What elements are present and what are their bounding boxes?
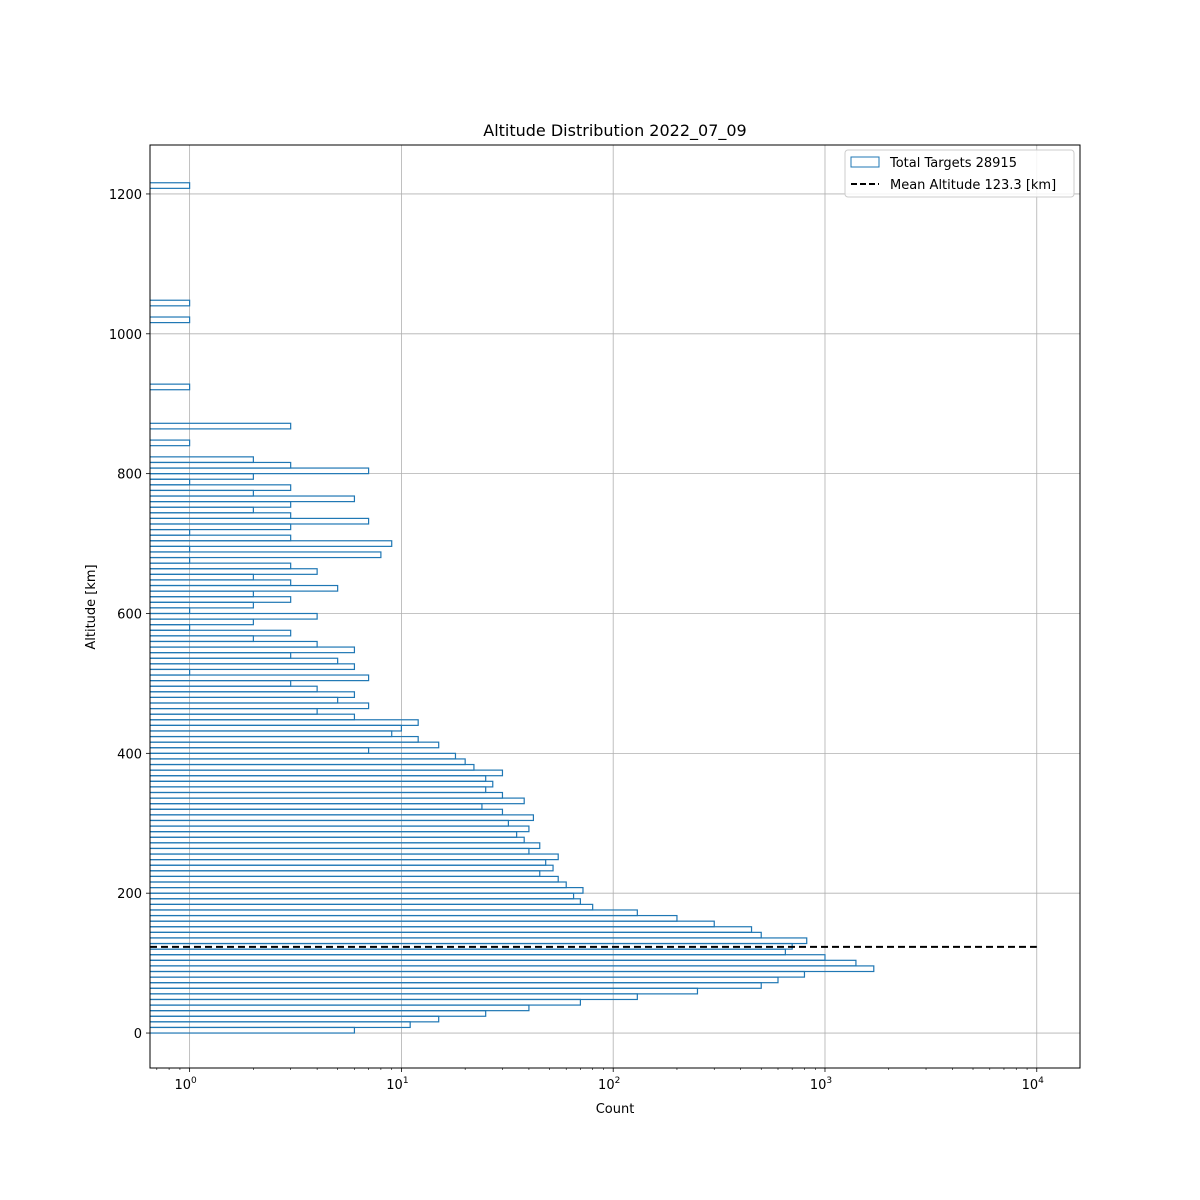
y-tick-label: 1000 <box>109 328 142 343</box>
x-axis-label: Count <box>596 1102 635 1117</box>
histogram-bar <box>150 674 370 682</box>
legend: Total Targets 28915 Mean Altitude 123.3 … <box>844 149 1075 198</box>
x-tick-label: 101 <box>386 1076 408 1093</box>
y-axis-label: Altitude [km] <box>84 564 99 649</box>
histogram-series <box>150 182 875 1034</box>
x-tick-label: 103 <box>810 1076 832 1093</box>
histogram-bar <box>150 629 292 637</box>
histogram-bar <box>150 456 254 464</box>
histogram-bar <box>150 439 191 447</box>
y-tick-label: 1200 <box>109 188 142 203</box>
y-tick-label: 800 <box>117 468 142 483</box>
x-tick-label: 102 <box>598 1076 620 1093</box>
data-layer <box>150 182 1037 1034</box>
y-tick-label: 0 <box>134 1027 142 1042</box>
histogram-bar <box>150 612 318 620</box>
tick-layer: 100 101 102 103 104 0 200 400 600 800 1000 1200 <box>109 188 1044 1093</box>
legend-label-mean-altitude: Mean Altitude 123.3 [km] <box>890 178 1056 193</box>
legend-label-histogram: Total Targets 28915 <box>889 156 1017 171</box>
y-tick-label: 600 <box>117 607 142 622</box>
histogram-bar <box>150 422 292 430</box>
x-tick-label: 104 <box>1022 1076 1045 1093</box>
plot-frame <box>149 144 1081 1069</box>
histogram-bar <box>150 316 191 324</box>
y-tick-label: 200 <box>117 887 142 902</box>
histogram-bar <box>150 299 191 307</box>
histogram-bar <box>150 182 191 189</box>
histogram-bar <box>150 383 191 391</box>
legend-box <box>844 149 1075 198</box>
histogram-bar <box>150 534 292 542</box>
y-tick-label: 400 <box>117 747 142 762</box>
histogram-bar <box>150 551 382 559</box>
x-tick-label: 100 <box>174 1076 197 1093</box>
histogram-bar <box>150 484 292 492</box>
chart-title: Altitude Distribution 2022_07_09 <box>483 121 746 141</box>
legend-histogram-swatch <box>850 156 880 168</box>
histogram-bar <box>150 562 292 570</box>
